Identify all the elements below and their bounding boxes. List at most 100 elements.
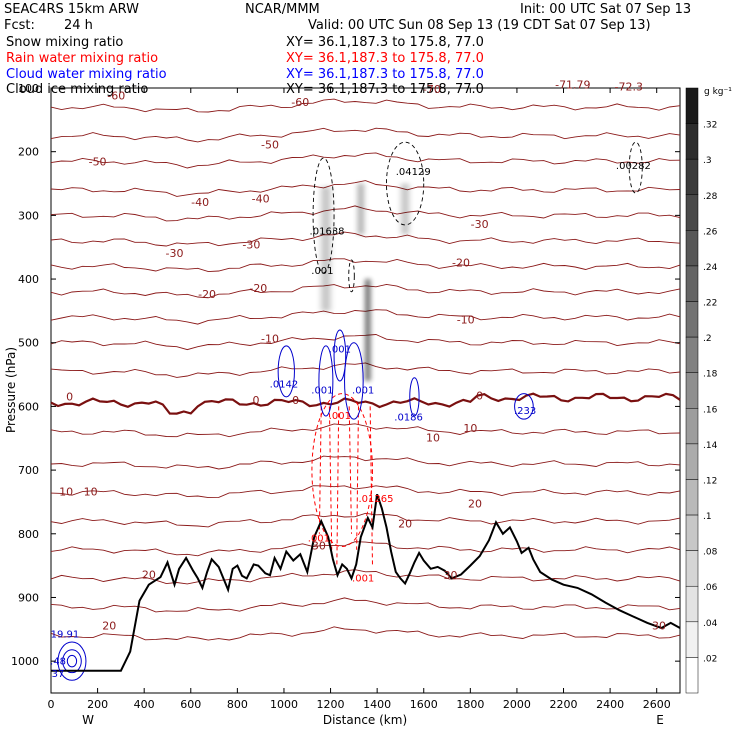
- init-time: Init: 00 UTC Sat 07 Sep 13: [520, 2, 691, 17]
- x-tick-label: 1200: [317, 698, 345, 711]
- y-tick-label: 500: [18, 337, 39, 350]
- field-xy-rain: XY= 36.1,187.3 to 175.8, 77.0: [286, 51, 484, 66]
- field-label-cloud-water: Cloud water mixing ratio: [6, 67, 167, 82]
- temperature-label: 10: [84, 486, 98, 499]
- temperature-label: 0: [292, 394, 299, 407]
- colorbar-tick-label: .22: [703, 299, 717, 309]
- colorbar-unit: g kg⁻¹: [704, 87, 732, 97]
- cloud-water-extremum: .233: [514, 406, 536, 417]
- rain-contour: [311, 393, 373, 548]
- colorbar-tick-label: .16: [703, 405, 718, 415]
- snow-plume: [317, 186, 335, 311]
- cloud-water-extremum: .0186: [394, 412, 423, 423]
- temperature-contour: [50, 455, 681, 470]
- y-tick-label: 1000: [11, 655, 39, 668]
- temperature-label-top: -72.3: [615, 81, 643, 94]
- field-xy-snow: XY= 36.1,187.3 to 175.8, 77.0: [286, 35, 484, 50]
- cloud-water-contour: [514, 393, 534, 420]
- cloud-ice-contour: [312, 157, 335, 274]
- endpoint-west: W: [82, 713, 94, 727]
- temperature-label: 20: [102, 619, 116, 632]
- x-tick-label: 800: [227, 698, 248, 711]
- colorbar-cell: [685, 87, 699, 124]
- temperature-label: 0: [476, 389, 483, 402]
- temperature-label: -10: [261, 333, 279, 346]
- colorbar-tick-label: .26: [703, 227, 718, 237]
- x-tick-label: 600: [180, 698, 201, 711]
- cloud-ice-contour: [386, 141, 425, 226]
- cloud-water-extremum: 37: [52, 669, 65, 680]
- x-tick-label: 200: [87, 698, 108, 711]
- temperature-label: 0: [253, 394, 260, 407]
- temperature-label: -20: [249, 282, 267, 295]
- cloud-water-extremum: .0142: [270, 379, 299, 390]
- temperature-label: 10: [463, 422, 477, 435]
- cloud-ice-contour: [348, 259, 355, 293]
- colorbar-tick-label: .24: [703, 263, 718, 273]
- rain-contour: [328, 406, 333, 550]
- temperature-label: -50: [261, 139, 279, 152]
- temperature-label: -60: [291, 96, 309, 109]
- field-label-rain: Rain water mixing ratio: [6, 51, 158, 66]
- y-tick-label: 800: [18, 528, 39, 541]
- field-label-snow: Snow mixing ratio: [6, 35, 123, 50]
- colorbar-cell: [685, 230, 699, 267]
- temperature-label: 30: [652, 619, 666, 632]
- snow-plume: [398, 183, 413, 235]
- colorbar-tick-label: .18: [703, 370, 718, 380]
- freezing-level-contour: [50, 392, 681, 415]
- y-tick-label: 600: [18, 400, 39, 413]
- cloud-water-contour: [409, 377, 420, 417]
- temperature-label: -20: [198, 288, 216, 301]
- temperature-contour: [50, 423, 681, 438]
- temperature-label: -20: [452, 256, 470, 269]
- colorbar-cell: [685, 585, 699, 623]
- temperature-contour: [50, 597, 681, 613]
- cloud-water-extremum: .001: [352, 386, 374, 397]
- model-name: SEAC4RS 15km ARW: [4, 2, 139, 17]
- cloud-water-extremum: 19.91: [51, 630, 80, 641]
- temperature-contour: [50, 127, 681, 143]
- colorbar-tick-label: .32: [703, 121, 717, 131]
- temperature-label: -10: [457, 314, 475, 327]
- colorbar-tick-label: .14: [703, 441, 718, 451]
- terrain-line: [51, 493, 681, 672]
- temperature-label: -60: [107, 89, 125, 102]
- cloud-water-contour: [57, 641, 87, 681]
- plot-frame: [50, 87, 681, 694]
- temperature-label: -40: [252, 193, 270, 206]
- rain-extremum: .001: [308, 533, 330, 544]
- plot-area: -60 -60 -50 -50 -40 -40 -30 -30 -30 -20 -20 -20 -10 -…: [50, 79, 681, 681]
- colorbar-cell: [685, 372, 699, 409]
- rain-contour: [356, 406, 360, 550]
- temperature-label: 20: [142, 568, 156, 581]
- cloud-water-extremum: .48: [50, 656, 66, 667]
- snow-plume: [363, 279, 373, 381]
- valid-time: Valid: 00 UTC Sun 08 Sep 13 (19 CDT Sat …: [308, 18, 651, 33]
- colorbar-tick-label: .02: [703, 654, 717, 664]
- temperature-label: 10: [426, 431, 440, 444]
- colorbar-cell: [685, 194, 699, 231]
- rain-contour: [318, 406, 322, 534]
- colorbar-cell: [685, 123, 699, 160]
- temperature-contour: [50, 231, 681, 247]
- fcst-label: Fcst:: [4, 18, 35, 33]
- y-axis-title: Pressure (hPa): [4, 347, 18, 433]
- cloud-water-contour: [277, 345, 295, 398]
- cloud-ice-extremum: .00282: [616, 161, 651, 172]
- x-tick-label: 1800: [456, 698, 484, 711]
- temperature-label: -30: [242, 238, 260, 251]
- temperature-label: -30: [165, 247, 183, 260]
- x-tick-label: 2600: [643, 698, 671, 711]
- temperature-label: 20: [468, 498, 482, 511]
- colorbar-tick-label: .06: [703, 583, 718, 593]
- x-tick-label: 1400: [363, 698, 391, 711]
- colorbar-cell: [685, 265, 699, 302]
- colorbar-cell: [685, 158, 699, 196]
- temperature-label: 30: [312, 540, 326, 553]
- colorbar-cell: [685, 657, 699, 694]
- cloud-ice-extremum: .04129: [396, 167, 431, 178]
- x-axis-title: Distance (km): [323, 713, 407, 727]
- y-tick-label: 300: [18, 209, 39, 222]
